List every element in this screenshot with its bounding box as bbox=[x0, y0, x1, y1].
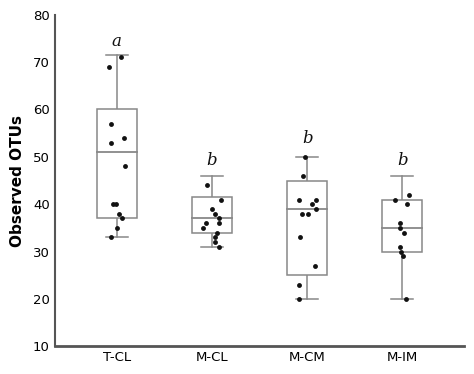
Text: b: b bbox=[302, 131, 312, 147]
Y-axis label: Observed OTUs: Observed OTUs bbox=[10, 114, 25, 246]
Bar bbox=[383, 199, 422, 252]
Bar bbox=[192, 197, 232, 233]
Text: b: b bbox=[207, 152, 217, 169]
Bar bbox=[287, 181, 327, 275]
Text: b: b bbox=[397, 152, 408, 169]
Bar bbox=[97, 110, 137, 218]
Text: a: a bbox=[112, 33, 122, 50]
